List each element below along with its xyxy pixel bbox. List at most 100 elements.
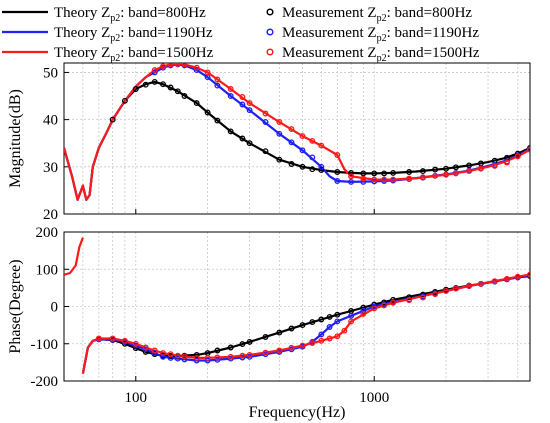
measurement-point (151, 350, 158, 357)
measurement-point (334, 178, 341, 184)
measurement-point (174, 352, 181, 359)
measurement-point (193, 357, 200, 364)
measurement-point (318, 142, 325, 149)
legend-marker-swatch (266, 48, 274, 56)
phase-grid (64, 232, 530, 381)
measurement-point (174, 88, 181, 95)
series-line (64, 237, 84, 276)
measurement-point (318, 167, 325, 174)
measurement-point (406, 169, 413, 175)
measurement-point (371, 170, 378, 177)
measurement-point (262, 119, 269, 125)
y-tick-label: 0 (51, 300, 59, 316)
measurement-point (151, 347, 158, 354)
x-tick-label: 100 (125, 390, 148, 406)
measurement-point (160, 350, 166, 357)
measurement-point (246, 140, 253, 147)
measurement-point (318, 163, 325, 170)
measurement-point (334, 311, 341, 318)
legend-entry-label: Theory Zp2: band=800Hz (54, 5, 206, 24)
measurement-point (193, 100, 200, 107)
x-axis-label: Frequency(Hz) (249, 404, 346, 421)
measurement-point (318, 316, 325, 323)
measurement-point (381, 176, 388, 183)
legend-entry-label: Theory Zp2: band=1190Hz (54, 25, 213, 44)
measurement-point (348, 318, 355, 325)
measurement-point (309, 319, 316, 326)
measurement-point (121, 340, 128, 347)
measurement-point (503, 275, 510, 282)
measurement-point (214, 354, 221, 361)
measurement-point (214, 82, 221, 89)
measurement-point (432, 172, 439, 179)
measurement-point (348, 169, 355, 176)
measurement-point (288, 325, 295, 332)
measurement-point (142, 344, 149, 351)
measurement-point (214, 76, 221, 83)
measurement-point (109, 335, 116, 342)
measurement-point (514, 153, 521, 160)
measurement-point (299, 163, 306, 170)
phase-y-axis-label: Phase(Degree) (7, 259, 24, 353)
measurement-point (95, 335, 102, 342)
measurement-point (227, 353, 234, 360)
measurement-point (262, 110, 269, 117)
measurement-point (239, 101, 246, 108)
measurement-point (151, 78, 158, 85)
series-line (81, 274, 530, 374)
measurement-point (227, 344, 234, 351)
phase-data (64, 237, 530, 374)
magnitude-y-axis-label: Magnitude(dB) (7, 89, 24, 188)
measurement-point (204, 357, 211, 364)
legend-marker-swatch (266, 28, 274, 36)
measurement-point (239, 352, 246, 359)
legend-entry-label: Measurement Zp2: band=800Hz (282, 5, 472, 24)
measurement-point (390, 169, 397, 176)
measurement-point (514, 273, 521, 280)
measurement-point (390, 299, 397, 306)
measurement-point (443, 287, 449, 294)
measurement-point (214, 347, 221, 354)
measurement-point (109, 116, 116, 123)
measurement-point (246, 100, 253, 107)
series-line (64, 80, 530, 201)
measurement-point (390, 296, 397, 303)
measurement-point (299, 133, 306, 140)
measurement-point (227, 86, 234, 92)
legend-entry-label: Theory Zp2: band=1500Hz (54, 45, 214, 64)
measurement-point (239, 135, 246, 142)
measurement-point (246, 107, 253, 114)
y-tick-label: 50 (43, 65, 58, 81)
measurement-point (193, 67, 200, 74)
legend-entry-label: Measurement Zp2: band=1500Hz (282, 45, 480, 64)
measurement-point (276, 119, 283, 125)
measurement-point (360, 310, 367, 317)
measurement-point (381, 302, 388, 309)
measurement-point (276, 347, 283, 354)
measurement-point (477, 165, 484, 172)
series-line (64, 63, 530, 201)
measurement-point (491, 278, 498, 285)
magnitude-grid (64, 63, 530, 214)
measurement-point (204, 354, 211, 361)
measurement-point (419, 168, 426, 175)
phase-panel: -200 -100 0 100 200 100 1000 Phase(Degree) Frequ… (7, 225, 531, 421)
measurement-point (371, 301, 378, 308)
y-tick-label: 20 (43, 207, 58, 223)
measurement-point (160, 63, 166, 70)
measurement-point (214, 356, 221, 363)
measurement-point (477, 280, 484, 287)
measurement-point (452, 170, 459, 177)
measurement-point (167, 351, 174, 358)
legend-entry-label: Measurement Zp2: band=1190Hz (282, 25, 479, 44)
y-tick-label: 40 (43, 113, 58, 129)
measurement-point (432, 291, 439, 298)
measurement-point (132, 340, 139, 347)
measurement-point (132, 86, 139, 92)
measurement-point (121, 337, 128, 344)
measurement-point (160, 353, 166, 360)
measurement-point (181, 93, 188, 99)
measurement-point (204, 69, 211, 76)
measurement-point (341, 327, 348, 334)
